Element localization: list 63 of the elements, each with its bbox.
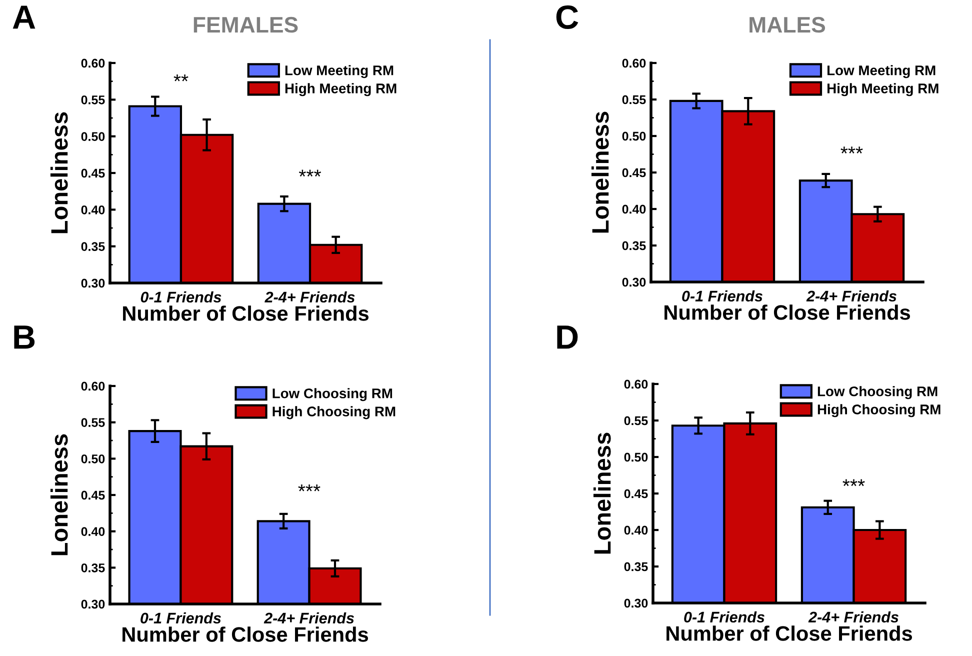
- y-tick-label: 0.50: [622, 132, 646, 141]
- y-tick-label: 0.50: [624, 452, 648, 462]
- y-tick-label: 0.40: [81, 205, 105, 214]
- text: B: [14, 326, 35, 349]
- annotation: **: [174, 74, 188, 82]
- y-tick-label: 0.45: [622, 168, 646, 178]
- y-tick-label: 0.60: [81, 382, 105, 391]
- y-tick-label: 0.50: [81, 132, 105, 141]
- y-tick-label: 0.35: [622, 241, 646, 250]
- y-tick-label: 0.30: [622, 278, 646, 287]
- legend-label: Low Meeting RM: [827, 65, 936, 78]
- y-tick-label: 0.55: [624, 416, 648, 426]
- y-tick-label: 0.45: [81, 490, 105, 500]
- y-tick-label: 0.60: [81, 58, 105, 68]
- x-tick-label: 2-4+ Friends: [264, 612, 354, 624]
- x-tick-label: 2-4+ Friends: [808, 611, 898, 623]
- x-axis-title: Number of Close Friends: [664, 304, 910, 320]
- y-tick-label: 0.35: [624, 562, 648, 572]
- annotation: ***: [842, 479, 865, 486]
- y-axis-title: Loneliness: [593, 432, 611, 554]
- legend-label: High Meeting RM: [827, 83, 938, 96]
- y-tick-label: 0.40: [624, 526, 648, 535]
- y-tick-label: 0.30: [624, 598, 648, 608]
- y-tick-label: 0.30: [81, 278, 105, 288]
- legend-label: Low Choosing RM: [272, 388, 392, 402]
- y-tick-label: 0.60: [624, 380, 648, 389]
- text: C: [556, 5, 578, 29]
- x-tick-label: 0-1 Friends: [140, 291, 222, 303]
- y-tick-label: 0.30: [81, 600, 105, 609]
- x-tick-label: 0-1 Friends: [682, 290, 762, 302]
- annotation: ***: [298, 170, 322, 177]
- y-tick-label: 0.55: [81, 418, 105, 427]
- y-axis-title: Loneliness: [50, 112, 68, 234]
- chart-title: MALES: [750, 16, 826, 33]
- y-tick-label: 0.55: [81, 95, 105, 104]
- x-axis-title: Number of Close Friends: [666, 626, 912, 641]
- chart-title: FEMALES: [194, 16, 298, 33]
- y-axis-title: Loneliness: [591, 112, 609, 233]
- y-tick-label: 0.35: [81, 563, 105, 572]
- x-tick-label: 0-1 Friends: [140, 612, 221, 624]
- legend-label: Low Choosing RM: [818, 386, 938, 400]
- y-tick-label: 0.35: [81, 242, 105, 252]
- legend-label: High Choosing RM: [272, 406, 396, 420]
- y-tick-label: 0.45: [624, 489, 648, 498]
- x-axis-title: Number of Close Friends: [122, 626, 368, 642]
- y-tick-label: 0.50: [81, 454, 105, 464]
- x-tick-label: 2-4+ Friends: [264, 291, 355, 303]
- legend-label: High Choosing RM: [818, 404, 940, 418]
- x-tick-label: 0-1 Friends: [684, 611, 764, 623]
- y-tick-label: 0.60: [622, 58, 646, 68]
- y-tick-label: 0.40: [622, 204, 646, 214]
- text: A: [12, 6, 36, 29]
- y-axis-title: Loneliness: [50, 434, 68, 556]
- x-axis-title: Number of Close Friends: [123, 306, 369, 321]
- legend-label: High Meeting RM: [285, 83, 396, 96]
- y-tick-label: 0.55: [622, 95, 646, 104]
- x-tick-label: 2-4+ Friends: [806, 290, 896, 302]
- annotation: ***: [298, 484, 320, 492]
- text: D: [557, 326, 578, 349]
- y-tick-label: 0.45: [81, 168, 105, 178]
- y-tick-label: 0.40: [81, 527, 105, 536]
- annotation: ***: [840, 146, 863, 154]
- legend-label: Low Meeting RM: [285, 65, 394, 78]
